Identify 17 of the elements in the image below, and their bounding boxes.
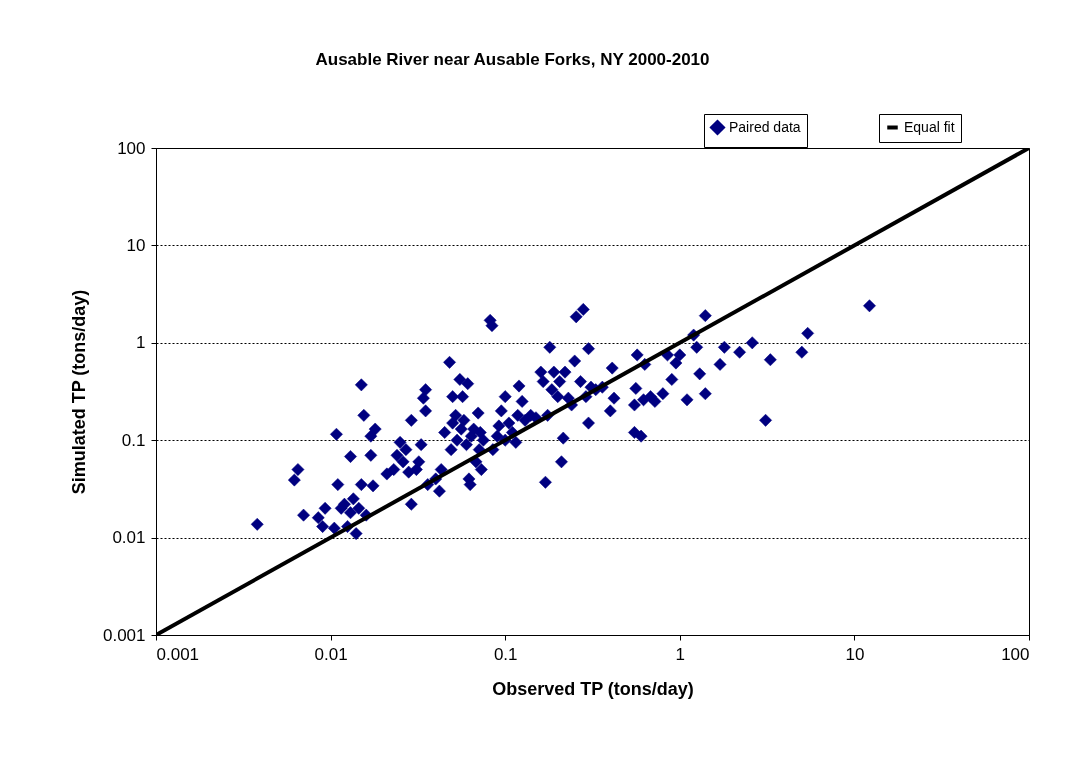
y-tick-label: 0.001 [102, 625, 146, 645]
x-axis-title: Observed TP (tons/day) [492, 678, 694, 699]
y-axis-title: Simulated TP (tons/day) [68, 289, 89, 495]
x-tick-label: 0.01 [314, 644, 348, 664]
x-tick-label: 10 [845, 644, 865, 664]
x-tick-label: 1 [675, 644, 686, 664]
x-tick-label: 0.1 [493, 644, 518, 664]
y-tick-label: 10 [126, 235, 146, 255]
y-tick-label: 0.01 [112, 528, 146, 548]
legend-label: Paired data [729, 118, 801, 135]
y-tick-label: 1 [136, 333, 146, 353]
y-tick-label: 100 [117, 138, 146, 158]
y-tick-label: 0.1 [121, 430, 146, 450]
x-tick-label: 100 [1001, 644, 1030, 664]
chart-title: Ausable River near Ausable Forks, NY 2000-2010 [315, 49, 710, 69]
legend-label: Equal fit [904, 118, 955, 135]
x-tick-label: 0.001 [156, 644, 200, 664]
